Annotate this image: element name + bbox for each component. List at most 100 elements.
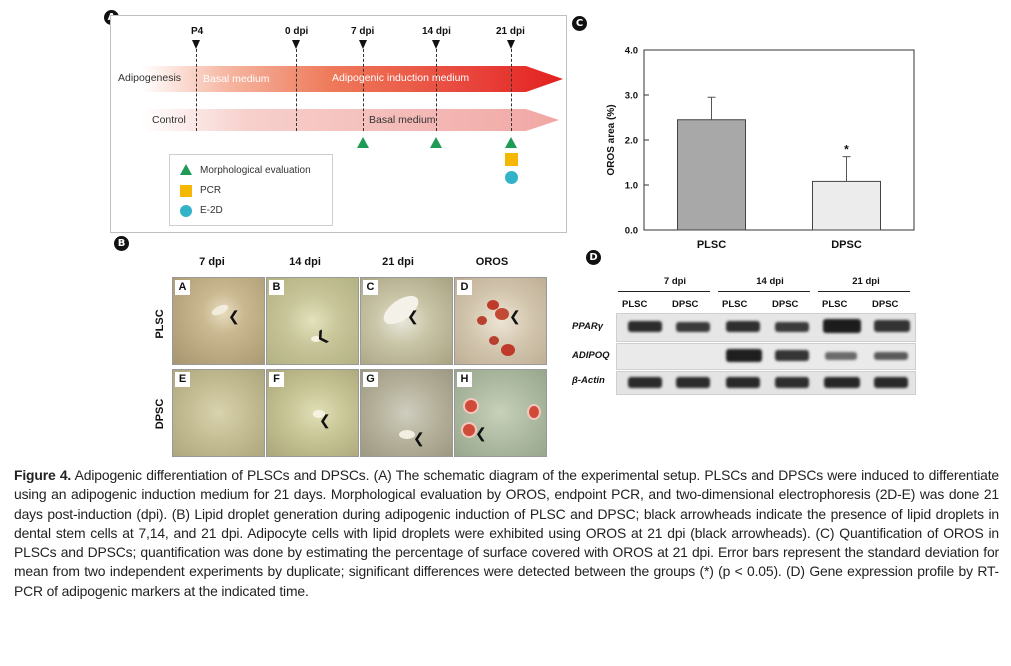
x-tick-label: PLSC	[697, 239, 726, 251]
gel-lane-label: DPSC	[672, 299, 699, 310]
gel-band	[726, 377, 760, 388]
timepoint-line	[363, 49, 364, 131]
timepoint-label: P4	[191, 26, 204, 37]
triangle-icon	[357, 137, 369, 148]
timepoint-label: 7 dpi	[351, 26, 375, 37]
column-header: OROS	[475, 256, 509, 268]
gene-label: PPARγ	[572, 321, 603, 332]
gel-band	[823, 319, 861, 333]
y-tick-label: 2.0	[625, 136, 638, 147]
column-header: 14 dpi	[289, 256, 321, 268]
timepoint-marker-icon	[192, 40, 200, 49]
panel-letter-d: D	[586, 250, 601, 265]
micrograph-tile: F ❮	[266, 369, 359, 457]
tile-letter: A	[175, 280, 190, 295]
micrograph-tile: B ❮	[266, 277, 359, 365]
timepoint-bracket	[718, 291, 810, 292]
tile-letter: G	[363, 372, 378, 387]
induction-medium-label: Adipogenic induction medium	[332, 72, 470, 84]
timepoint-line	[296, 49, 297, 131]
tile-letter: E	[175, 372, 190, 387]
gene-label: ADIPOQ	[572, 350, 610, 361]
tile-letter: F	[269, 372, 284, 387]
basal-medium-label: Basal medium	[203, 73, 270, 85]
square-icon	[505, 153, 518, 166]
gel-band	[874, 377, 908, 388]
arrowhead-icon: ❮	[312, 326, 331, 346]
micrograph-tile: D ❮	[454, 277, 547, 365]
lipid-droplet	[399, 430, 415, 439]
oros-droplet	[495, 308, 509, 320]
gel-timepoint-label: 7 dpi	[663, 276, 687, 287]
y-axis-label: OROS area (%)	[606, 104, 617, 175]
oros-droplet	[501, 344, 515, 356]
gel-strip-ppar	[616, 313, 916, 342]
timepoint-line	[196, 49, 197, 131]
gel-lane-label: DPSC	[872, 299, 899, 310]
oros-bar-chart: 0.0 1.0 2.0 3.0 4.0 OROS area (%) PLSC * DPSC	[606, 46, 915, 251]
oros-droplet	[461, 422, 477, 438]
x-tick-label: DPSC	[831, 239, 862, 251]
significance-marker: *	[844, 143, 849, 157]
control-arrow	[141, 109, 559, 131]
figure-label: Figure 4.	[14, 467, 72, 483]
gel-band	[628, 377, 662, 388]
circle-icon	[505, 171, 518, 184]
gel-strip-actin	[616, 371, 916, 395]
gel-band	[775, 322, 809, 332]
gel-band	[874, 352, 908, 360]
oros-droplet	[487, 300, 499, 310]
legend-label: E-2D	[200, 205, 223, 216]
adipogenesis-arrow	[141, 66, 563, 92]
triangle-icon	[180, 164, 192, 175]
gel-band	[676, 377, 710, 388]
tile-letter: B	[269, 280, 284, 295]
caption-text: Adipogenic differentiation of PLSCs and …	[14, 467, 999, 599]
timepoint-marker-icon	[507, 40, 515, 49]
arrowhead-icon: ❮	[319, 412, 331, 428]
timepoint-label: 0 dpi	[285, 26, 309, 37]
gel-timepoint-label: 21 dpi	[852, 276, 880, 287]
legend-label: PCR	[200, 185, 222, 196]
bar	[812, 180, 881, 231]
schematic-diagram: P4 0 dpi 7 dpi 14 dpi 21 dpi Adipogenesi…	[110, 15, 567, 233]
gel-band	[874, 320, 910, 332]
y-tick-label: 1.0	[625, 181, 638, 192]
lipid-droplet	[313, 410, 325, 418]
y-tick-label: 3.0	[625, 91, 638, 102]
gel-band	[775, 377, 809, 388]
legend-label: Morphological evaluation	[200, 165, 311, 176]
tile-letter: H	[457, 372, 472, 387]
micrograph-tile: A ❮	[172, 277, 265, 365]
gel-band	[726, 321, 760, 332]
timepoint-line	[511, 49, 512, 131]
y-tick-label: 0.0	[625, 226, 638, 237]
gel-band	[726, 349, 762, 362]
tile-letter: C	[363, 280, 378, 295]
gel-strip-adipoq	[616, 343, 916, 370]
arrowhead-icon: ❮	[475, 425, 487, 441]
y-tick-label: 4.0	[625, 46, 638, 57]
micrograph-tile: C ❮	[360, 277, 453, 365]
timepoint-marker-icon	[432, 40, 440, 49]
row-label-adipogenesis: Adipogenesis	[118, 72, 182, 84]
gel-band	[628, 321, 662, 332]
timepoint-line	[436, 49, 437, 131]
gel-lane-label: PLSC	[622, 299, 648, 310]
row-label-control: Control	[152, 114, 186, 126]
row-header: DPSC	[154, 398, 166, 430]
gel-timepoint-label: 14 dpi	[756, 276, 784, 287]
figure-caption: Figure 4. Adipogenic differentiation of …	[14, 466, 999, 601]
lipid-droplet	[311, 336, 321, 342]
oros-droplet	[463, 398, 479, 414]
square-icon	[180, 185, 192, 197]
gel-band	[775, 350, 809, 361]
panel-letter-b: B	[114, 236, 129, 251]
circle-icon	[180, 205, 192, 217]
arrowhead-icon: ❮	[413, 430, 425, 446]
row-header: PLSC	[154, 309, 166, 339]
gel-lane-label: PLSC	[722, 299, 748, 310]
triangle-icon	[505, 137, 517, 148]
timepoint-bracket	[618, 291, 710, 292]
micrograph-tile: H ❮	[454, 369, 547, 457]
